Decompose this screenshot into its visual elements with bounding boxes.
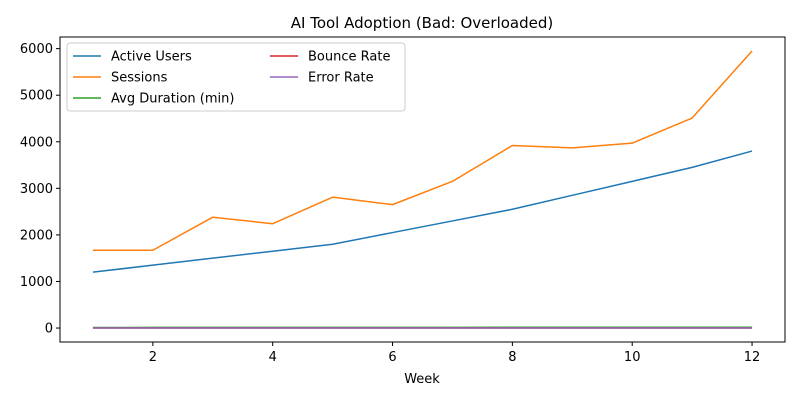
- series-line-1: [92, 50, 753, 252]
- legend-label: Active Users: [111, 50, 192, 65]
- x-axis: 2 4 6 8 10 12: [149, 342, 761, 365]
- y-tick-label: 2000: [20, 228, 53, 243]
- legend-label: Sessions: [111, 71, 168, 86]
- legend-box: [66, 42, 406, 112]
- x-tick-label: 12: [744, 350, 761, 365]
- x-tick-label: 10: [624, 350, 641, 365]
- plot-area: [92, 50, 753, 329]
- y-tick-label: 1000: [20, 275, 53, 290]
- y-tick-label: 5000: [20, 89, 53, 104]
- y-tick-label: 4000: [20, 135, 53, 150]
- y-tick-label: 0: [45, 322, 53, 337]
- x-tick-label: 4: [269, 350, 277, 365]
- y-tick-label: 3000: [20, 182, 53, 197]
- series-line-0: [92, 150, 753, 273]
- legend-label: Bounce Rate: [308, 50, 390, 65]
- legend: Active Users Sessions Avg Duration (min) Bo…: [66, 42, 406, 112]
- x-tick-label: 2: [149, 350, 157, 365]
- plot-frame: [59, 36, 786, 343]
- y-axis: 0 1000 2000 3000 4000 5000 6000: [20, 42, 60, 337]
- y-tick-label: 6000: [20, 42, 53, 57]
- legend-label: Avg Duration (min): [111, 92, 234, 107]
- x-tick-label: 8: [508, 350, 516, 365]
- x-axis-label: Week: [404, 372, 440, 387]
- x-tick-label: 6: [388, 350, 396, 365]
- chart-title: AI Tool Adoption (Bad: Overloaded): [291, 14, 554, 32]
- legend-label: Error Rate: [308, 71, 374, 86]
